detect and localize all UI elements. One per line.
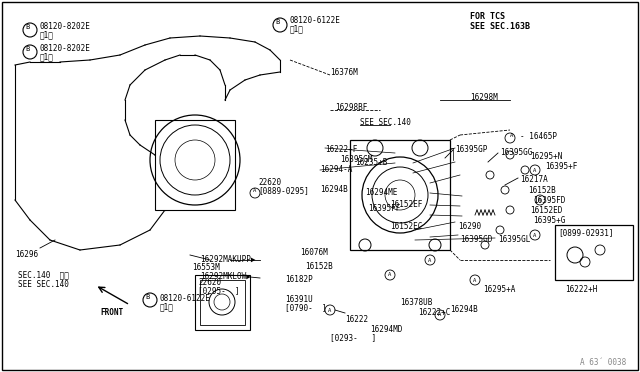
- Text: 16294-A: 16294-A: [320, 165, 353, 174]
- Text: 16298M: 16298M: [470, 93, 498, 102]
- Text: 16395FF: 16395FF: [368, 204, 401, 213]
- Text: 16222+C: 16222+C: [418, 308, 451, 317]
- Text: 16152B: 16152B: [528, 186, 556, 195]
- Text: 08120-8202E: 08120-8202E: [40, 44, 91, 53]
- Text: 16395+G: 16395+G: [533, 216, 565, 225]
- Text: 16217A: 16217A: [520, 175, 548, 184]
- Text: 16395GM: 16395GM: [340, 155, 372, 164]
- Text: A: A: [253, 187, 257, 192]
- Text: 16395GG: 16395GG: [500, 148, 532, 157]
- Text: 16296: 16296: [15, 250, 38, 259]
- Text: 16222: 16222: [345, 315, 368, 324]
- Text: 16553M: 16553M: [192, 263, 220, 272]
- Bar: [555, 225, 633, 280]
- Text: （1）: （1）: [160, 302, 174, 311]
- Text: 22620: 22620: [258, 178, 281, 187]
- Text: 16152ED: 16152ED: [530, 206, 563, 215]
- Text: A: A: [428, 257, 431, 263]
- Text: 08120-6122E: 08120-6122E: [160, 294, 211, 303]
- Text: B: B: [275, 19, 279, 25]
- Text: 16152EC: 16152EC: [390, 222, 422, 231]
- Text: 16222+F: 16222+F: [325, 145, 357, 154]
- Text: 16295+N: 16295+N: [530, 152, 563, 161]
- Text: FRONT: FRONT: [100, 308, 123, 317]
- Text: 16076M: 16076M: [300, 248, 328, 257]
- Text: 16294ME: 16294ME: [365, 188, 397, 197]
- Text: SEE SEC.140: SEE SEC.140: [360, 118, 411, 127]
- Text: A: A: [474, 278, 477, 282]
- Text: 08120-8202E: 08120-8202E: [40, 22, 91, 31]
- Text: 16376M: 16376M: [330, 68, 358, 77]
- Text: [0790-  ]: [0790- ]: [285, 303, 326, 312]
- Text: SEE SEC.163B: SEE SEC.163B: [470, 22, 530, 31]
- Bar: [200, 280, 245, 325]
- Text: 16222+H: 16222+H: [565, 285, 597, 294]
- Text: 22620: 22620: [198, 278, 221, 287]
- Text: B: B: [25, 24, 29, 30]
- Text: 16294B: 16294B: [450, 305, 477, 314]
- Text: 16298BF: 16298BF: [335, 103, 367, 112]
- Text: A 63´ 0038: A 63´ 0038: [580, 358, 627, 367]
- Text: 16295+A: 16295+A: [483, 285, 515, 294]
- Text: 16294MD: 16294MD: [370, 325, 403, 334]
- Text: A: A: [538, 198, 541, 202]
- Text: 16290: 16290: [458, 222, 481, 231]
- Text: A: A: [533, 232, 536, 237]
- Text: 16152B: 16152B: [305, 262, 333, 271]
- Text: 16294B: 16294B: [320, 185, 348, 194]
- Text: 16395+F: 16395+F: [545, 162, 577, 171]
- Text: A: A: [533, 167, 536, 173]
- Text: 16235+B: 16235+B: [355, 158, 387, 167]
- Text: 16395FD: 16395FD: [533, 196, 565, 205]
- Text: （1）: （1）: [40, 30, 54, 39]
- Text: （1）: （1）: [290, 24, 304, 33]
- Text: 16378UB: 16378UB: [400, 298, 433, 307]
- Text: （1）: （1）: [40, 52, 54, 61]
- Text: 08120-6122E: 08120-6122E: [290, 16, 341, 25]
- Text: A: A: [510, 132, 514, 138]
- Text: 16292MKLOW▶: 16292MKLOW▶: [200, 272, 251, 281]
- Text: 16182P: 16182P: [285, 275, 313, 284]
- Text: A: A: [388, 273, 392, 278]
- Text: SEC.140  参照: SEC.140 参照: [18, 270, 69, 279]
- Text: 16395GD: 16395GD: [460, 235, 492, 244]
- Text: B: B: [145, 294, 149, 300]
- Bar: [195, 275, 250, 330]
- Text: A: A: [438, 312, 442, 317]
- Text: [0889-0295]: [0889-0295]: [258, 186, 309, 195]
- Text: A: A: [328, 308, 332, 312]
- Text: [0293-   ]: [0293- ]: [330, 333, 376, 342]
- Text: [0295-  ]: [0295- ]: [198, 286, 239, 295]
- Text: 16391U: 16391U: [285, 295, 313, 304]
- Bar: [155, 120, 235, 210]
- Text: [0899-02931]: [0899-02931]: [558, 228, 614, 237]
- Text: 16292MAKUPP▶: 16292MAKUPP▶: [200, 255, 255, 264]
- Text: 16395GL: 16395GL: [498, 235, 531, 244]
- Bar: [350, 140, 450, 250]
- Text: SEE SEC.140: SEE SEC.140: [18, 280, 69, 289]
- Text: - 16465P: - 16465P: [520, 132, 557, 141]
- Text: FOR TCS: FOR TCS: [470, 12, 505, 21]
- Text: 16395GP: 16395GP: [455, 145, 488, 154]
- Text: B: B: [25, 46, 29, 52]
- Text: 16152EF: 16152EF: [390, 200, 422, 209]
